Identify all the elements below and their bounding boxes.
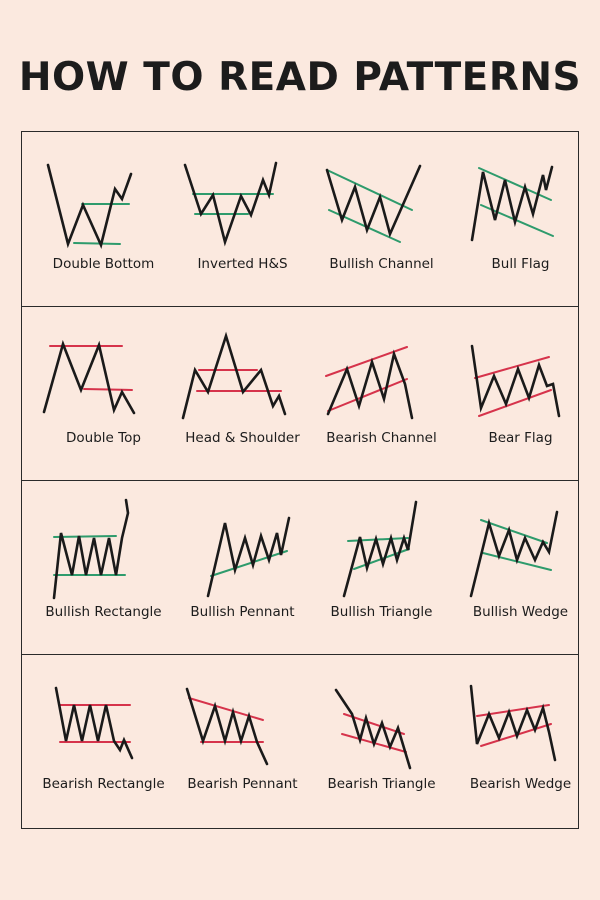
bullish-wedge-diagram (469, 510, 559, 598)
price-path (42, 339, 136, 415)
pattern-label: Head & Shoulder (185, 430, 300, 446)
pattern-label: Bearish Rectangle (42, 776, 165, 792)
bearish-channel-diagram (325, 346, 414, 420)
double-bottom-diagram (46, 163, 133, 249)
bullish-triangle-diagram (342, 500, 418, 598)
pattern-row-bearish-continuation: Bearish Rectangle Bearish Pennant Bearis… (22, 654, 578, 828)
pattern-row-bullish-continuation: Bullish Rectangle Bullish Pennant Bullis… (22, 480, 578, 654)
pattern-label: Bullish Triangle (330, 604, 433, 620)
price-path (46, 163, 133, 249)
flag-top (474, 356, 550, 379)
page-title: HOW TO READ PATTERNS (18, 55, 582, 100)
price-path (469, 510, 559, 598)
price-path (342, 500, 418, 598)
price-path (181, 331, 287, 420)
pattern-label: Bullish Pennant (190, 604, 295, 620)
rectangle-top (53, 535, 117, 538)
channel-bottom (327, 378, 408, 412)
bearish-rectangle-diagram (54, 686, 134, 760)
pattern-label: Bear Flag (488, 430, 553, 446)
row-divider (22, 306, 578, 307)
price-path (185, 687, 269, 766)
inverted-hs-diagram (183, 161, 278, 247)
price-path (183, 161, 278, 247)
bullish-pennant-diagram (206, 516, 291, 598)
head-and-shoulder-diagram (181, 331, 287, 420)
bear-flag-diagram (470, 344, 561, 418)
price-path (470, 165, 554, 242)
pattern-label: Double Bottom (52, 256, 155, 272)
pattern-label: Bullish Wedge (472, 604, 569, 620)
price-path (469, 684, 557, 762)
pattern-label: Bullish Channel (329, 256, 434, 272)
bullish-rectangle-diagram (52, 498, 130, 600)
bearish-pennant-diagram (185, 687, 269, 766)
bearish-wedge-diagram (469, 684, 557, 762)
triangle-top (347, 537, 409, 542)
pattern-label: Bull Flag (491, 256, 550, 272)
pattern-row-bullish-reversal: Double Bottom Inverted H&S Bullish Chann… (22, 132, 578, 306)
pennant-top (188, 697, 264, 721)
bearish-triangle-diagram (334, 688, 412, 770)
wedge-top (480, 519, 548, 544)
bull-flag-diagram (470, 165, 554, 242)
price-path (470, 344, 561, 418)
pennant-bottom (210, 550, 288, 577)
channel-top (325, 346, 408, 377)
pattern-label: Bullish Rectangle (45, 604, 162, 620)
price-path (52, 498, 130, 600)
price-path (325, 164, 422, 238)
row-divider (22, 480, 578, 481)
channel-top (326, 169, 413, 211)
pattern-board: Double Bottom Inverted H&S Bullish Chann… (21, 131, 579, 829)
price-path (326, 349, 414, 420)
pattern-label: Bearish Pennant (187, 776, 298, 792)
price-path (334, 688, 412, 770)
pattern-row-bearish-reversal: Double Top Head & Shoulder Bearish Chann… (22, 306, 578, 480)
pattern-label: Double Top (66, 430, 141, 446)
support-line (73, 242, 121, 245)
price-path (54, 686, 134, 760)
pattern-label: Bearish Wedge (469, 776, 572, 792)
pattern-label: Bearish Triangle (327, 776, 436, 792)
row-divider (22, 654, 578, 655)
flag-bottom (478, 389, 552, 417)
bullish-channel-diagram (325, 164, 422, 243)
pattern-label: Bearish Channel (326, 430, 437, 446)
double-top-diagram (42, 339, 136, 415)
pattern-label: Inverted H&S (197, 256, 288, 272)
price-path (206, 516, 291, 598)
